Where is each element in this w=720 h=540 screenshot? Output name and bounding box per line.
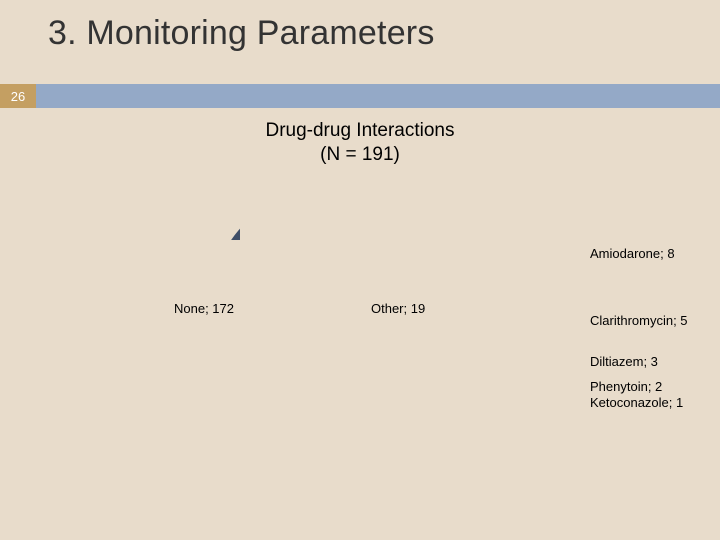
pie-label-none: None; 172 bbox=[174, 301, 234, 316]
bar-label-2: Diltiazem; 3 bbox=[590, 354, 658, 369]
bar-label-1: Clarithromycin; 5 bbox=[590, 313, 688, 328]
bar-label-4: Ketoconazole; 1 bbox=[590, 395, 683, 410]
pie-chart bbox=[0, 0, 240, 240]
pie-label-other: Other; 19 bbox=[371, 301, 425, 316]
bar-label-0: Amiodarone; 8 bbox=[590, 246, 675, 261]
bar-label-3: Phenytoin; 2 bbox=[590, 379, 662, 394]
slide: 3. Monitoring Parameters 26 Drug-drug In… bbox=[0, 0, 720, 540]
pie-slice-none bbox=[210, 188, 240, 240]
